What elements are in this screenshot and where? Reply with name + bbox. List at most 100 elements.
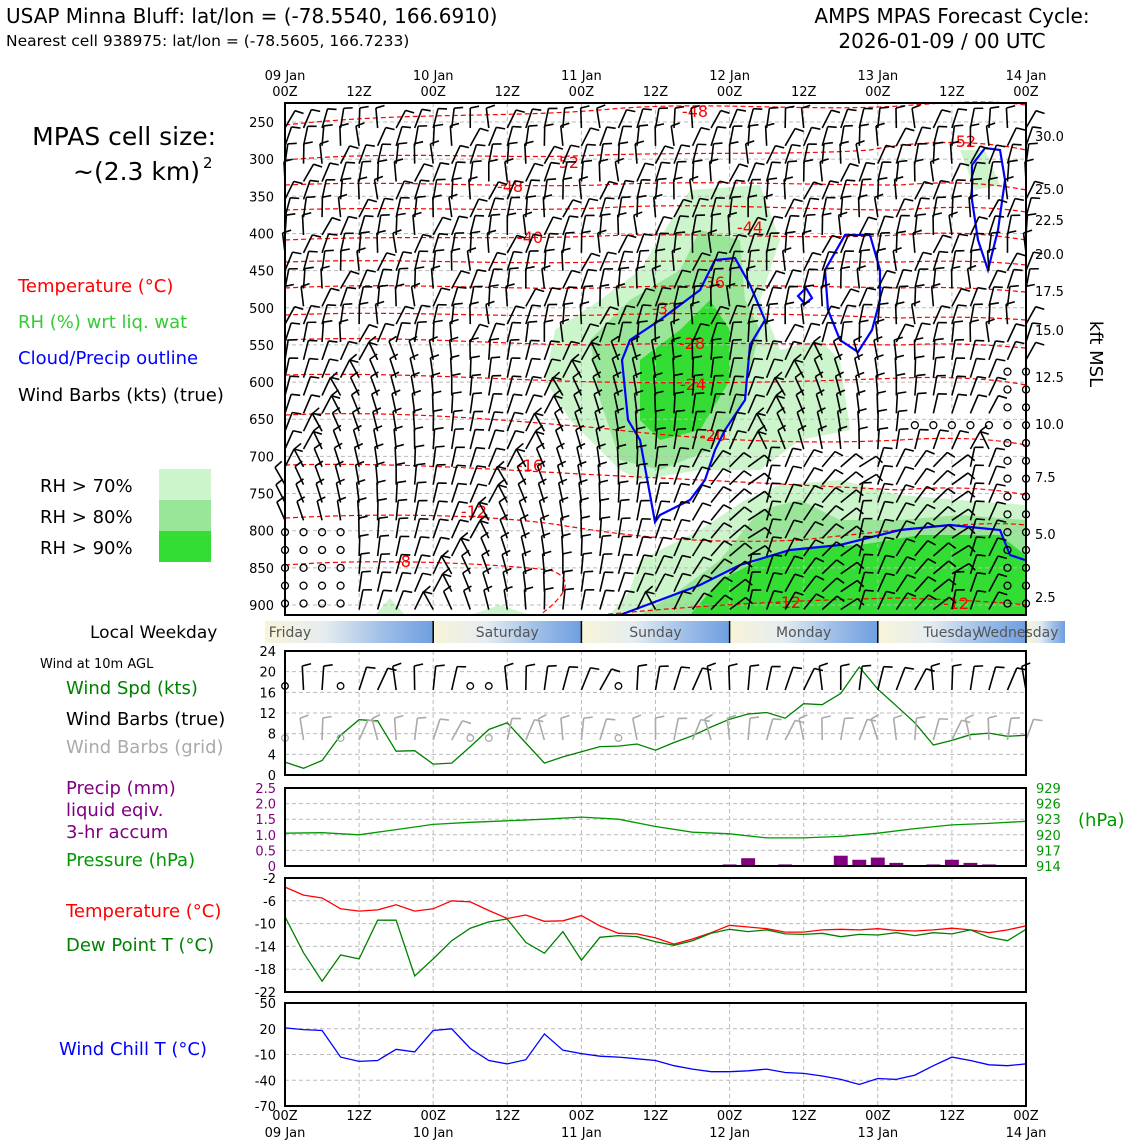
weekday-name: Tuesday <box>922 625 980 641</box>
wind-barb-flag <box>542 550 552 555</box>
wind-barb-flag <box>676 231 686 234</box>
wind-barb-flag <box>309 357 319 361</box>
wind-barb-flag <box>680 464 690 468</box>
wind-barb-flag <box>976 161 986 165</box>
wind-barb-flag <box>541 532 551 537</box>
wind-barb-flag <box>535 288 545 293</box>
wind-barb-flag <box>724 594 734 601</box>
wind-barb <box>979 430 990 450</box>
wind-barb-flag <box>392 407 402 413</box>
wind-barb-flag <box>513 250 523 254</box>
wind-barb-flag <box>772 500 782 503</box>
wind-barb <box>819 161 824 182</box>
grid-wind-barb <box>747 718 751 741</box>
wind-barb <box>448 339 453 360</box>
wind-barb-flag <box>379 284 389 288</box>
wind-barb <box>321 162 331 182</box>
wind-barb <box>633 393 638 414</box>
panel-ytick-label: 50 <box>259 997 276 1012</box>
wind-barb <box>591 358 601 378</box>
wind-barb <box>914 143 920 164</box>
wind-barb-flag <box>702 502 712 507</box>
wind-barb-flag <box>673 176 683 181</box>
wind-barb-flag <box>599 158 609 163</box>
wind-barb-flag <box>835 486 844 493</box>
wind-barb <box>840 579 858 593</box>
wind-barb-flag <box>998 394 1008 399</box>
grid-wind-barb <box>358 719 369 741</box>
wind-barb-flag <box>545 248 555 252</box>
wind-barb-flag <box>580 515 591 519</box>
wind-barb <box>358 553 362 574</box>
wind-barb <box>728 357 735 378</box>
wind-barb-flag <box>488 158 498 163</box>
wind-barb <box>488 466 498 486</box>
wind-barb <box>525 358 533 378</box>
wind-barb-flag <box>876 247 887 252</box>
weekday-name: Saturday <box>476 625 539 641</box>
wind-barb-flag <box>637 444 647 448</box>
wind-barb-flag <box>912 229 922 234</box>
wind-barb-flag <box>626 304 636 309</box>
wind-barb-flag <box>370 371 379 378</box>
wind-barb-flag <box>631 335 640 342</box>
wind-barb-flag <box>792 447 802 451</box>
pressure-tick-label: 926 <box>1036 798 1061 813</box>
wind-barb-flag <box>903 268 913 272</box>
wind-barb <box>895 393 899 414</box>
wind-barb <box>284 306 296 325</box>
bottom-hour-label: 12Z <box>791 1109 817 1124</box>
wind-barb-flag <box>995 215 1005 218</box>
calm-circle <box>299 563 308 572</box>
wind-barb-flag <box>717 429 727 433</box>
grid-wind-barb <box>413 718 419 741</box>
wind-barb <box>840 453 857 468</box>
kft-tick-label: 10.0 <box>1035 418 1064 433</box>
wind-barb-flag <box>702 520 712 525</box>
wind-barb <box>413 536 422 557</box>
wind-barb <box>525 163 536 182</box>
wind-barb-flag <box>635 408 645 412</box>
wind-barb <box>432 482 439 503</box>
wind-barb <box>858 108 865 129</box>
wind-barb <box>645 591 657 610</box>
wind-barb-flag <box>571 269 581 274</box>
wind-barb <box>506 430 517 450</box>
wind-barb-flag <box>896 372 906 377</box>
wind-barb-flag <box>365 144 375 147</box>
wind-barb-flag <box>578 479 588 484</box>
wind-barb <box>775 395 786 414</box>
wind-barb-flag <box>534 407 542 415</box>
wind-barb <box>339 162 347 182</box>
wind-barb-flag <box>337 496 347 502</box>
grid-wind-barb-flag <box>322 715 332 719</box>
wind-barb <box>728 234 739 254</box>
grid-wind-barb <box>691 719 702 741</box>
wind-barb <box>710 126 719 147</box>
wind-barb <box>894 357 898 378</box>
wind-barb-flag <box>746 265 756 270</box>
wind-barb <box>895 286 901 307</box>
wind-barb-flag <box>692 230 702 234</box>
wind-barb-flag <box>662 536 672 540</box>
wind-barb-flag <box>642 536 652 539</box>
wind-barb-flag <box>834 353 843 360</box>
wind-barb-flag <box>722 449 732 456</box>
wind-barb-flag <box>584 570 594 573</box>
isotherm-label: -32 <box>652 299 678 318</box>
wind-barb-flag <box>785 301 795 305</box>
wind-barb-flag <box>839 140 849 145</box>
wind-barb-flag <box>917 392 927 395</box>
wind-barb <box>710 393 717 414</box>
wind-barb-flag <box>729 141 739 145</box>
wind-barb-flag <box>308 250 318 253</box>
wind-barb-flag <box>329 358 339 362</box>
wind-barb-flag <box>552 371 561 379</box>
wind-barb <box>813 358 823 378</box>
wind-barb-flag <box>310 304 321 309</box>
wind-barb <box>504 161 509 182</box>
wind-barb <box>355 125 360 146</box>
wind-barb <box>617 305 628 325</box>
wind-barb-flag <box>372 407 382 413</box>
